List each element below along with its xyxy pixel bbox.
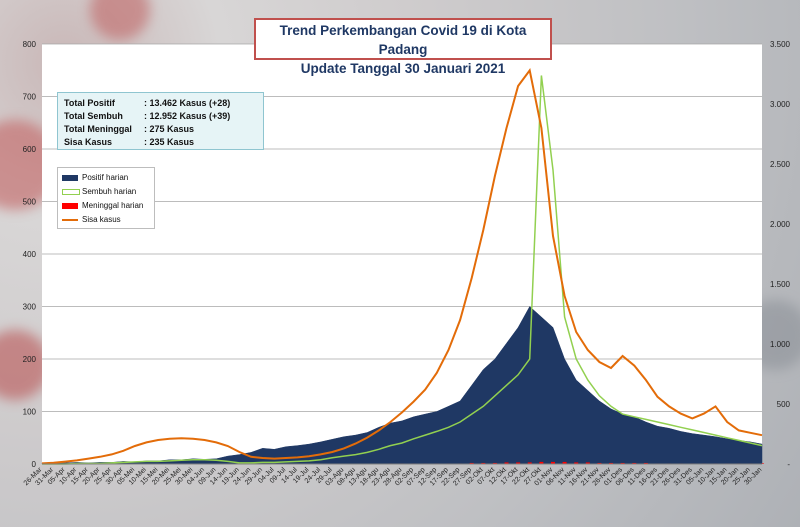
right-tick-label: 2.000 [770,220,791,229]
right-tick-label: - [787,460,790,469]
series-meninggal-bar [609,462,614,464]
summary-total-sembuh: Total Sembuh : 12.952 Kasus (+39) [64,110,263,123]
left-axis-ticks: 0 100 200 300 400 500 600 700 800 [23,40,37,469]
right-tick-label: 2.500 [770,160,791,169]
chart-title: Trend Perkembangan Covid 19 di Kota Pada… [279,23,527,57]
right-tick-label: 3.000 [770,100,791,109]
right-tick-label: 1.500 [770,280,791,289]
chart-subtitle: Update Tanggal 30 Januari 2021 [300,61,506,76]
left-tick-label: 200 [23,355,37,364]
right-tick-label: 3.500 [770,40,791,49]
left-tick-label: 100 [23,408,37,417]
legend-label: Positif harian [82,173,129,182]
series-meninggal-bar [481,462,486,464]
series-meninggal-bar [516,462,521,464]
series-meninggal-bar [585,462,590,464]
right-tick-label: 1.000 [770,340,791,349]
series-meninggal-bar [539,461,544,464]
left-tick-label: 400 [23,250,37,259]
summary-total-meninggal: Total Meninggal : 275 Kasus [64,123,263,136]
series-meninggal-bar [562,461,567,464]
left-tick-label: 0 [32,460,37,469]
series-meninggal-bar [597,462,602,464]
right-tick-label: 500 [777,400,791,409]
series-meninggal-bar [632,462,637,464]
series-meninggal-bar [469,462,474,464]
legend-item-sembuh: Sembuh harian [62,185,154,199]
summary-label: Total Sembuh [64,111,123,121]
left-tick-label: 500 [23,198,37,207]
legend-swatch-sisa [62,219,78,221]
summary-label: Sisa Kasus [64,137,113,147]
right-axis-ticks: - 500 1.000 1.500 2.000 2.500 3.000 3.500 [770,40,791,469]
series-meninggal-bar [620,462,625,464]
x-axis-ticks: 26-Mar31-Mar05-Apr10-Apr15-Apr20-Apr25-A… [23,466,764,487]
series-meninggal-bar [643,462,648,464]
left-tick-label: 600 [23,145,37,154]
chart-title-box: Trend Perkembangan Covid 19 di Kota Pada… [254,18,552,76]
summary-total-positif: Total Positif : 13.462 Kasus (+28) [64,97,263,110]
legend-item-positif: Positif harian [62,171,154,185]
summary-value: : 12.952 Kasus (+39) [144,111,231,121]
legend-swatch-sembuh [62,189,80,195]
legend-label: Sisa kasus [82,215,121,224]
series-meninggal-bar [504,462,509,464]
series-meninggal-bar [527,462,532,464]
legend-item-sisa: Sisa kasus [62,213,154,227]
series-meninggal-bar [492,462,497,464]
summary-value: : 275 Kasus [144,124,195,134]
legend-item-meninggal: Meninggal harian [62,199,154,213]
left-tick-label: 700 [23,93,37,102]
summary-sisa-kasus: Sisa Kasus : 235 Kasus [64,136,263,149]
summary-value: : 235 Kasus [144,137,195,147]
summary-box: Total Positif : 13.462 Kasus (+28) Total… [57,92,264,150]
legend: Positif harian Sembuh harian Meninggal h… [57,167,155,229]
legend-label: Meninggal harian [82,201,144,210]
legend-swatch-positif [62,175,78,181]
summary-value: : 13.462 Kasus (+28) [144,98,231,108]
series-meninggal-bar [550,461,555,464]
series-layer [41,68,764,465]
summary-label: Total Meninggal [64,124,132,134]
series-meninggal-bar [574,462,579,464]
left-tick-label: 300 [23,303,37,312]
legend-label: Sembuh harian [82,187,137,196]
legend-swatch-meninggal [62,203,78,209]
series-sembuh-line [42,75,763,465]
series-sisa-kasus-line [41,68,763,465]
summary-label: Total Positif [64,98,115,108]
left-tick-label: 800 [23,40,37,49]
